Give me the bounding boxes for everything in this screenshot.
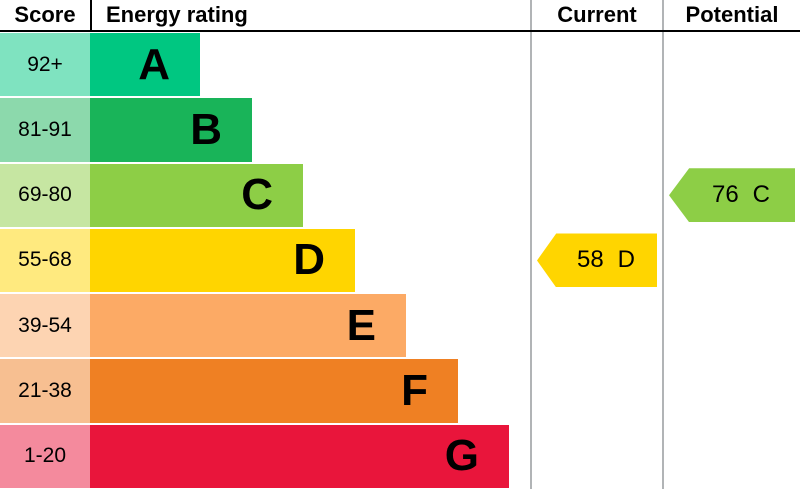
score-cell-f: 21-38 [0,359,90,423]
score-label: 81-91 [18,117,72,141]
band-row-e: 39-54 E [0,293,800,359]
rating-letter: D [293,235,325,285]
rating-cell-d: D [90,228,530,293]
band-row-a: 92+ A [0,32,800,98]
score-cell-g: 1-20 [0,424,90,488]
header-score: Score [14,2,76,27]
score-cell-c: 69-80 [0,163,90,227]
rating-bar-f: F [90,359,458,423]
potential-value: 76 [711,181,739,209]
potential-arrow: 76 C [669,168,795,223]
rating-letter: C [241,170,273,220]
rating-cell-f: F [90,358,530,423]
rating-cell-e: E [90,293,530,358]
rating-letter: A [138,39,170,89]
rating-bar-g: G [90,424,509,488]
band-row-c: 69-80 C 76 C [0,162,800,228]
score-label: 1-20 [23,444,67,468]
score-cell-d: 55-68 [0,228,90,293]
band-row-d: 55-68 D 58 D [0,227,800,294]
rating-cell-a: A [90,32,530,97]
rating-bar-e: E [90,294,406,358]
band-row-f: 21-38 F [0,358,800,424]
potential-cell [662,358,800,424]
chart-header: Score Energy rating Current Potential [0,0,800,32]
rating-letter: E [346,300,376,350]
potential-cell [662,227,800,294]
header-energy-rating: Energy rating [90,0,530,30]
current-cell [530,32,662,98]
rating-bar-d: D [90,228,355,293]
current-value: 58 [576,246,604,274]
band-row-b: 81-91 B [0,97,800,163]
rating-cell-g: G [90,424,530,489]
rating-letter: F [401,366,428,416]
score-label: 39-54 [18,313,72,337]
band-rows: 92+ A 81-91 B 69-80 [0,32,800,489]
score-label: 55-68 [18,248,72,272]
current-cell [530,97,662,163]
current-cell [530,162,662,228]
potential-cell [662,97,800,163]
score-cell-b: 81-91 [0,98,90,162]
potential-cell: 76 C [662,162,800,228]
rating-letter: G [444,431,479,481]
score-label: 69-80 [18,183,72,207]
score-cell-e: 39-54 [0,294,90,358]
score-label: 92+ [27,52,63,76]
current-cell [530,423,662,489]
header-potential: Potential [662,0,800,30]
current-band: D [617,246,636,274]
band-row-g: 1-20 G [0,423,800,489]
rating-bar-a: A [90,33,200,97]
potential-cell [662,423,800,489]
score-cell-a: 92+ [0,33,90,97]
score-label: 21-38 [18,379,72,403]
potential-cell [662,293,800,359]
header-current: Current [530,0,662,30]
current-arrow: 58 D [537,233,657,288]
rating-bar-c: C [90,163,303,227]
rating-cell-c: C [90,163,530,228]
current-cell [530,358,662,424]
rating-bar-b: B [90,98,252,162]
rating-cell-b: B [90,97,530,162]
current-cell: 58 D [530,227,662,294]
potential-cell [662,32,800,98]
current-cell [530,293,662,359]
potential-band: C [752,181,771,209]
rating-letter: B [190,104,222,154]
